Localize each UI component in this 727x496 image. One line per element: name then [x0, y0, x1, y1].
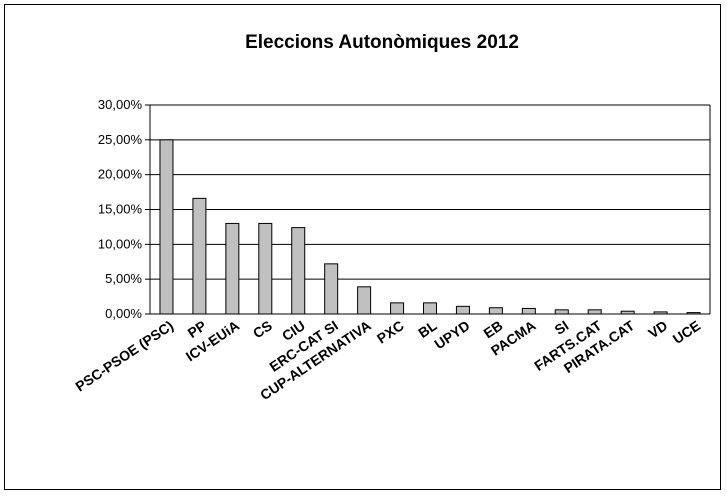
chart-title: Eleccions Autonòmiques 2012: [245, 32, 519, 53]
chart-frame: Eleccions Autonòmiques 2012 0,00% 5,00% 10…: [4, 4, 721, 490]
bar-pxc: [390, 302, 405, 315]
bar-cs: [258, 222, 273, 315]
x-tick-label: VD: [645, 317, 670, 341]
x-tick-label: UPYD: [431, 317, 472, 352]
bar-ciu: [291, 227, 306, 315]
bar-erc-cat-si: [324, 263, 339, 315]
y-tick-label: 25,00%: [98, 132, 143, 147]
x-tick-label: PSC-PSOE (PSC): [72, 317, 176, 394]
bar-farts-cat: [587, 309, 602, 315]
bar-psc-psoe-psc: [159, 139, 174, 315]
bars: [159, 139, 701, 315]
bar-upyd: [455, 305, 470, 315]
x-tick-label: PXC: [374, 317, 407, 346]
x-tick-label: UCE: [670, 317, 703, 347]
y-tick-label: 0,00%: [105, 306, 142, 321]
x-tick-label: CS: [250, 317, 275, 341]
y-tick-label: 20,00%: [98, 167, 143, 182]
bar-pp: [192, 197, 207, 315]
bar-eb: [488, 307, 503, 315]
y-tick-label: 30,00%: [98, 97, 143, 112]
bar-bl: [423, 302, 437, 315]
y-tick-labels: 0,00% 5,00% 10,00% 15,00% 20,00% 25,00% 30,00%: [98, 97, 150, 321]
bar-cup-alternativa: [357, 286, 372, 315]
bar-chart: Eleccions Autonòmiques 2012 0,00% 5,00% 10…: [72, 32, 711, 403]
bar-si: [554, 309, 569, 315]
gridlines: [150, 104, 710, 280]
y-tick-label: 15,00%: [98, 202, 143, 217]
bar-icv-euia: [225, 222, 240, 315]
y-tick-label: 10,00%: [98, 236, 143, 251]
y-tick-label: 5,00%: [105, 271, 142, 286]
bar-pacma: [521, 307, 536, 315]
